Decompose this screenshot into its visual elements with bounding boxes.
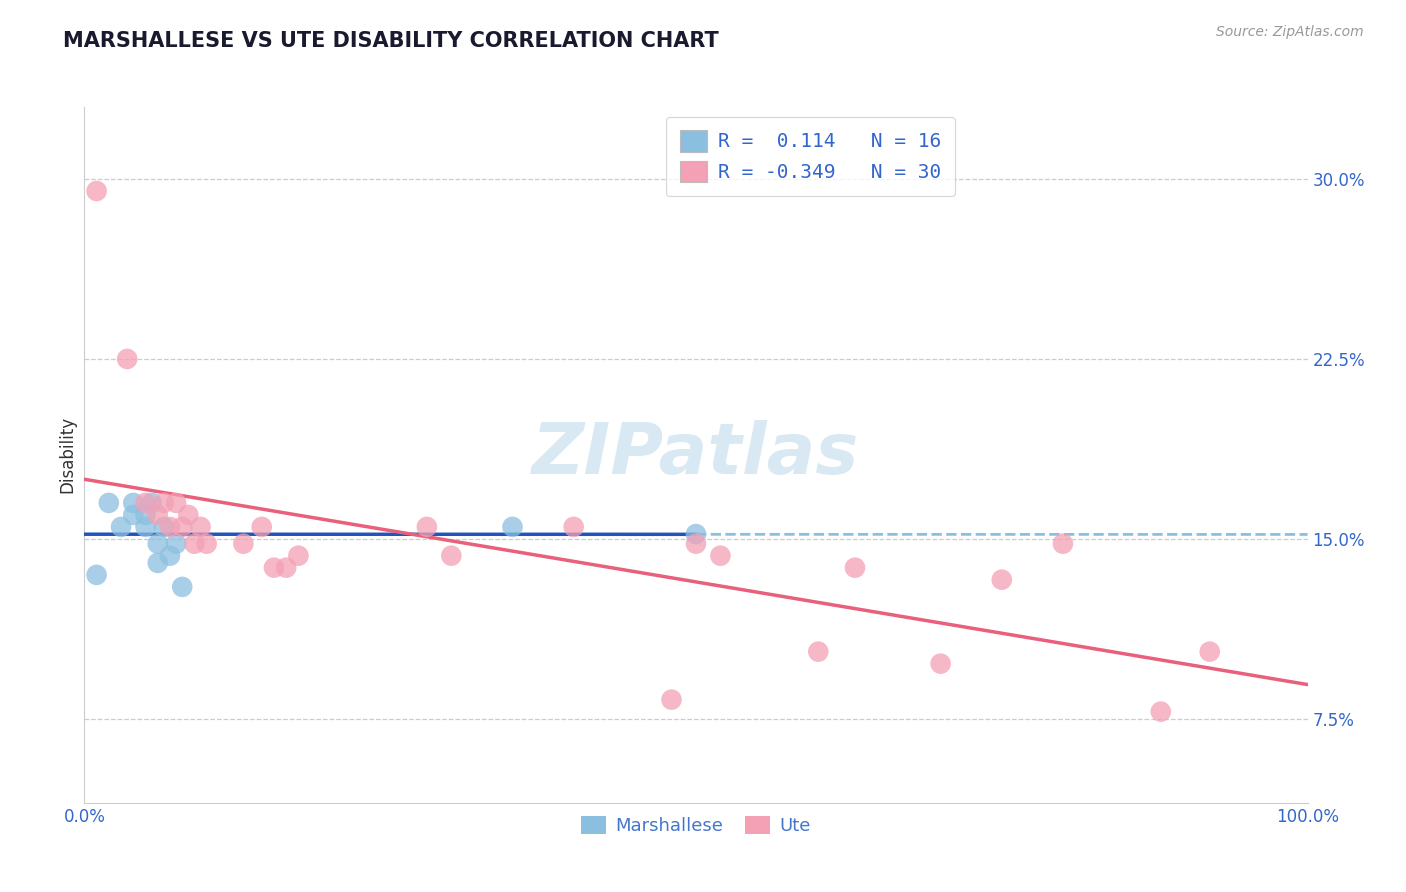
Point [115,351,138,366]
Text: Source: ZipAtlas.com: Source: ZipAtlas.com [1216,25,1364,39]
Point [190,520,212,534]
Point [159,520,181,534]
Point [1052,537,1074,551]
Point [276,560,298,574]
Point [86,567,108,582]
Point [86,184,108,198]
Point [685,537,707,551]
Point [177,508,200,522]
Point [195,537,218,551]
Point [250,520,273,534]
Point [146,556,169,570]
Point [502,520,524,534]
Point [165,496,187,510]
Point [159,549,181,563]
Point [183,537,205,551]
Point [844,560,866,574]
Point [122,496,145,510]
Point [1150,705,1173,719]
Point [135,520,157,534]
Point [146,537,169,551]
Point [287,549,309,563]
Point [929,657,952,671]
Point [807,645,830,659]
Point [146,508,169,522]
Text: ZIPatlas: ZIPatlas [533,420,859,490]
Point [135,496,157,510]
Point [172,580,194,594]
Point [661,692,683,706]
Point [685,527,707,541]
Point [440,549,463,563]
Point [172,520,194,534]
Point [122,508,145,522]
Point [110,520,132,534]
Y-axis label: Disability: Disability [58,417,76,493]
Point [135,508,157,522]
Point [709,549,731,563]
Point [153,496,176,510]
Point [232,537,254,551]
Point [97,496,120,510]
Point [562,520,585,534]
Point [153,520,176,534]
Point [263,560,285,574]
Point [416,520,439,534]
Legend: Marshallese, Ute: Marshallese, Ute [574,809,818,842]
Point [991,573,1014,587]
Text: MARSHALLESE VS UTE DISABILITY CORRELATION CHART: MARSHALLESE VS UTE DISABILITY CORRELATIO… [63,31,718,51]
Point [1198,645,1220,659]
Point [141,496,163,510]
Point [165,537,187,551]
